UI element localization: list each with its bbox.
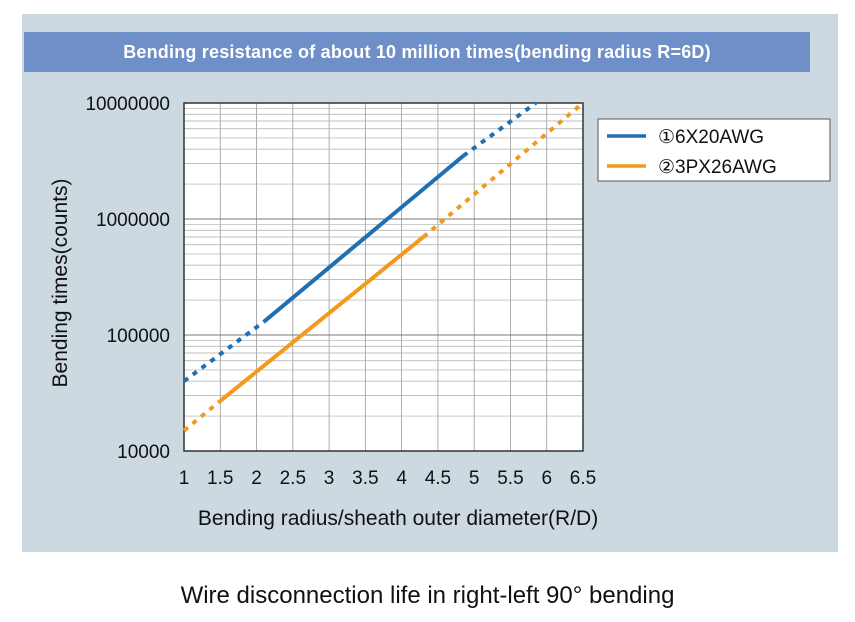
x-tick-label: 3 — [324, 468, 335, 489]
series-2-segment — [219, 235, 425, 403]
y-tick-label: 1000000 — [96, 210, 170, 231]
x-tick-label: 1 — [179, 468, 190, 489]
plot-area — [184, 103, 583, 451]
series-2-segment — [182, 399, 222, 433]
series-1-segment — [462, 101, 538, 158]
series-group — [182, 101, 585, 433]
x-axis-label: Bending radius/sheath outer diameter(R/D… — [198, 507, 598, 530]
x-tick-label: 1.5 — [207, 468, 233, 489]
legend: ①6X20AWG ②3PX26AWG — [597, 118, 831, 182]
x-tick-label: 4 — [396, 468, 407, 489]
x-tick-label: 2.5 — [280, 468, 306, 489]
chart-svg: 1 1.5 2 2.5 3 3.5 4 4.5 5 5.5 6 6.5 100001000001000… — [49, 94, 831, 530]
legend-box — [597, 118, 831, 182]
series-2-segment — [422, 101, 585, 239]
x-tick-label: 5 — [469, 468, 480, 489]
y-tick-label: 100000 — [107, 326, 170, 347]
x-tick-labels: 1 1.5 2 2.5 3 3.5 4 4.5 5 5.5 6 6.5 — [179, 468, 597, 489]
x-tick-label: 6 — [541, 468, 552, 489]
x-tick-label: 3.5 — [352, 468, 378, 489]
legend-label-1: ①6X20AWG — [658, 127, 764, 148]
series-1-segment — [262, 154, 465, 324]
chart-title: Bending resistance of about 10 million t… — [24, 32, 810, 72]
x-tick-label: 6.5 — [570, 468, 596, 489]
x-tick-label: 2 — [251, 468, 262, 489]
y-tick-labels: 10000 100000 1000000 10000000 — [85, 94, 170, 463]
x-tick-label: 4.5 — [425, 468, 451, 489]
y-tick-label: 10000 — [117, 442, 170, 463]
grid — [183, 103, 584, 452]
figure-caption: Wire disconnection life in right-left 90… — [180, 582, 675, 609]
legend-label-2: ②3PX26AWG — [658, 157, 777, 178]
y-tick-label: 10000000 — [85, 94, 170, 115]
x-tick-label: 5.5 — [497, 468, 523, 489]
plot-border — [183, 102, 584, 452]
y-axis-label: Bending times(counts) — [49, 179, 72, 388]
